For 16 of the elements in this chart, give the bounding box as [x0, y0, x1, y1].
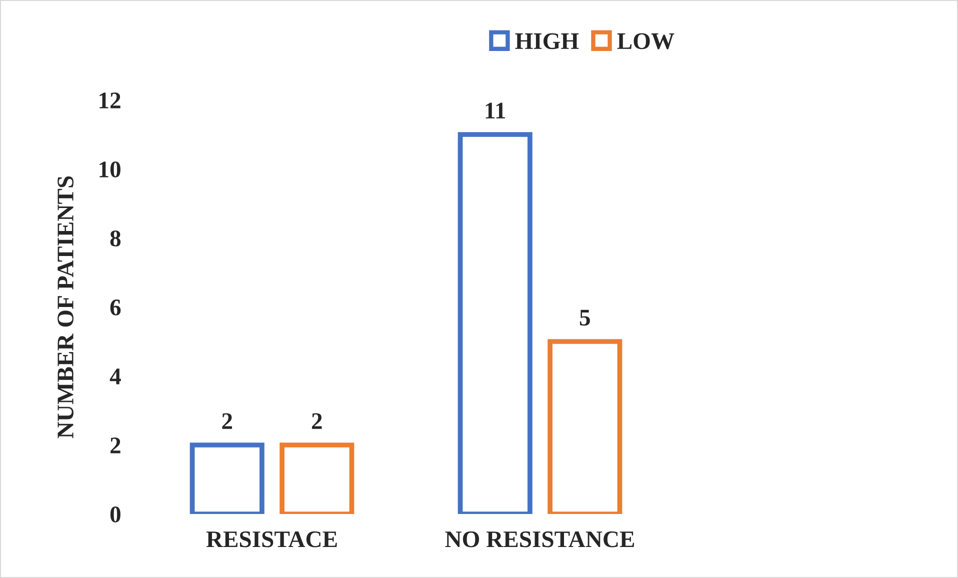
y-tick-label: 4	[110, 368, 121, 384]
y-tick-label: 0	[110, 506, 120, 522]
legend-label: HIGH	[515, 33, 579, 50]
data-label: 2	[312, 413, 322, 429]
legend-label: LOW	[617, 33, 674, 50]
y-tick-label: 12	[100, 92, 120, 108]
y-tick-label: 2	[110, 438, 120, 454]
y-tick-label: 8	[110, 230, 121, 246]
data-label: 2	[222, 413, 232, 429]
y-tick-label: 10	[100, 161, 120, 178]
x-tick-label: RESISTACE	[206, 531, 337, 548]
y-tick-label: 6	[110, 300, 121, 316]
y-axis-title: NUMBER OF PATIENTS	[58, 176, 74, 438]
data-label: 5	[580, 310, 590, 326]
x-tick-label: NO RESISTANCE	[445, 531, 634, 548]
data-label: 11	[486, 102, 506, 118]
